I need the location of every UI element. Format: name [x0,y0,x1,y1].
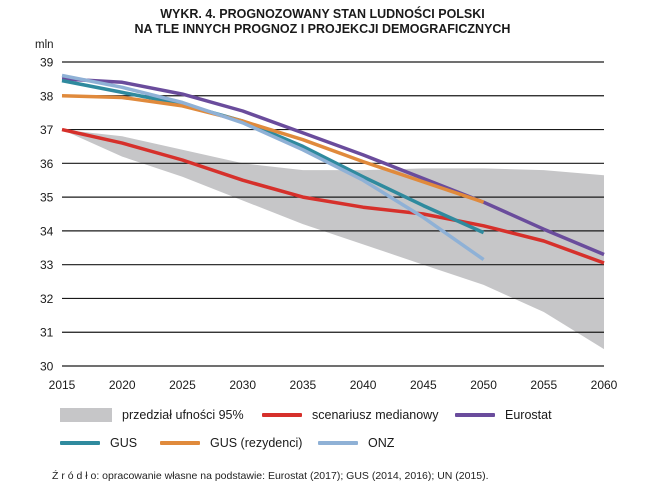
x-tick-label-2055: 2055 [530,378,557,392]
legend-item-median: scenariusz medianowy [262,408,438,422]
series-line-eurostat [61,77,605,257]
legend-swatch-band [60,408,112,422]
chart-title-line-1: WYKR. 4. PROGNOZOWANY STAN LUDNOŚCI POLS… [160,7,485,21]
legend-label-eurostat: Eurostat [505,408,552,422]
x-tick-label-2025: 2025 [169,378,196,392]
x-tick-label-2020: 2020 [109,378,136,392]
series-line-scenariusz-medianowy [61,127,605,265]
x-tick-label-2040: 2040 [350,378,377,392]
legend-label-median: scenariusz medianowy [312,408,439,422]
legend-swatch-gus-rezydenci [160,441,200,445]
legend-item-band: przedział ufności 95% [60,408,244,422]
source-note: Ź r ó d ł o: opracowanie własne na podst… [52,470,489,482]
series-line-onz [61,73,485,262]
legend-swatch-median [262,413,302,417]
legend-item-gus-rezydenci: GUS (rezydenci) [160,436,302,450]
legend-label-gus-rezydenci: GUS (rezydenci) [210,436,303,450]
y-tick-label-33: 33 [40,258,54,272]
x-tick-label-2035: 2035 [290,378,317,392]
x-tick-label-2015: 2015 [49,378,76,392]
y-tick-label-37: 37 [40,123,54,137]
series-line-gus-rezydenci [61,94,485,204]
legend-swatch-gus [60,441,100,445]
y-tick-label-35: 35 [40,191,54,205]
legend-label-onz: ONZ [368,436,395,450]
legend-label-band: przedział ufności 95% [122,408,244,422]
y-tick-label-31: 31 [40,326,54,340]
y-tick-label-34: 34 [40,224,54,238]
x-tick-label-2030: 2030 [229,378,256,392]
y-tick-label-36: 36 [40,157,54,171]
legend-item-eurostat: Eurostat [455,408,552,422]
chart-title-line-2: NA TLE INNYCH PROGNOZ I PROJEKCJI DEMOGR… [134,22,511,36]
confidence-band [62,129,604,350]
series-line-gus [61,78,485,235]
y-axis-unit-label: mln [35,39,54,51]
legend-item-gus: GUS [60,436,137,450]
y-tick-label-38: 38 [40,89,54,103]
y-tick-label-39: 39 [40,56,54,70]
y-tick-label-30: 30 [40,360,54,374]
x-tick-label-2045: 2045 [410,378,437,392]
legend-swatch-eurostat [455,413,495,417]
legend-item-onz: ONZ [318,436,394,450]
legend-label-gus: GUS [110,436,138,450]
legend-swatch-onz [318,441,358,445]
y-tick-label-32: 32 [40,292,54,306]
x-tick-label-2050: 2050 [470,378,497,392]
x-tick-label-2060: 2060 [591,378,618,392]
